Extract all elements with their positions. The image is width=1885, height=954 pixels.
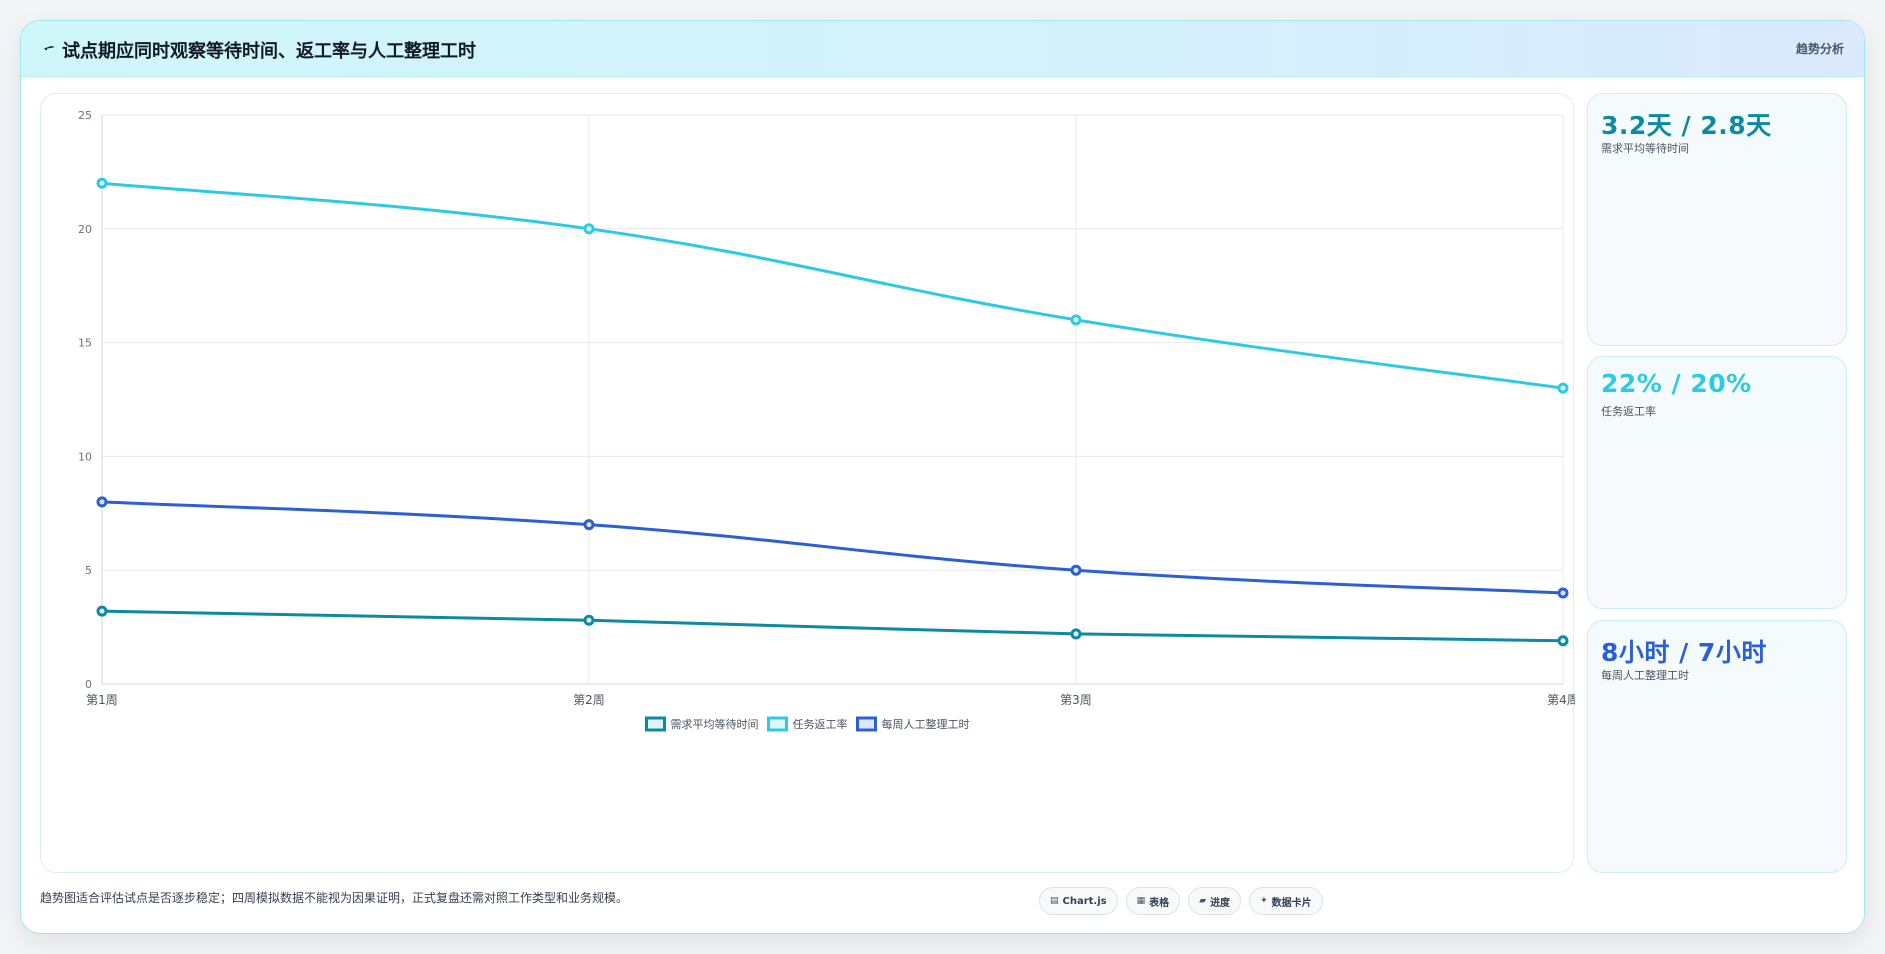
chip-label: 数据卡片 [1271, 897, 1312, 909]
legend-label: 需求平均等待时间 [671, 717, 759, 731]
data-point [96, 605, 108, 617]
data-point [96, 496, 108, 508]
progress-icon: ▰ [1199, 896, 1207, 906]
stat-label: 任务返工率 [1601, 405, 1656, 418]
chip-data-card[interactable]: ✦ 数据卡片 [1249, 887, 1323, 915]
series-line [101, 500, 1564, 595]
data-point [1070, 314, 1082, 326]
stat-value: 8小时 / 7小时 [1601, 638, 1767, 667]
footer-note: 趋势图适合评估试点是否逐步稳定；四周模拟数据不能视为因果证明，正式复盘还需对照工… [40, 891, 629, 905]
x-tick-label: 第2周 [573, 693, 605, 707]
y-tick-label: 15 [78, 337, 92, 350]
data-point [583, 519, 595, 531]
card-header: 试点期应同时观察等待时间、返工率与人工整理工时 趋势分析 [21, 21, 1864, 77]
legend-label: 任务返工率 [793, 717, 848, 731]
legend-swatch [856, 716, 877, 732]
chip-chartjs[interactable]: ▤ Chart.js [1039, 887, 1118, 915]
stat-label: 每周人工整理工时 [1601, 669, 1689, 682]
data-point [1070, 564, 1082, 576]
stat-card-manual-hours: 8小时 / 7小时 每周人工整理工时 [1587, 620, 1847, 873]
data-point [1557, 587, 1569, 599]
chip-label: Chart.js [1062, 895, 1107, 907]
series-line [101, 181, 1564, 390]
trend-card: 试点期应同时观察等待时间、返工率与人工整理工时 趋势分析 0 5 10 15 20 25 第… [20, 20, 1865, 934]
y-tick-label: 5 [85, 564, 92, 577]
card-icon: ✦ [1260, 896, 1268, 906]
data-point [583, 223, 595, 235]
chip-table[interactable]: ▦ 表格 [1125, 887, 1181, 915]
data-point [96, 177, 108, 189]
chip-label: 进度 [1210, 897, 1231, 909]
y-tick-label: 20 [78, 223, 92, 236]
series-line [101, 609, 1564, 643]
stat-value: 22% / 20% [1601, 369, 1752, 398]
y-tick-label: 10 [78, 450, 92, 463]
y-tick-label: 25 [78, 109, 92, 122]
line-chart: 0 5 10 15 20 25 第1周 第2周 第3周 第4周需求平均等待时间 任务返工率 每周人工整… [78, 109, 1575, 732]
chip-label: 表格 [1149, 897, 1170, 909]
stat-value: 3.2天 / 2.8天 [1601, 111, 1772, 140]
chip-progress[interactable]: ▰ 进度 [1188, 887, 1242, 915]
sparkle-icon [43, 46, 55, 51]
y-tick-label: 0 [85, 678, 92, 691]
data-point [1557, 635, 1569, 647]
chart-icon: ▤ [1050, 896, 1059, 906]
data-point [583, 614, 595, 626]
stat-card-rework-rate: 22% / 20% 任务返工率 [1587, 356, 1847, 609]
data-point [1070, 628, 1082, 640]
stat-card-wait-time: 3.2天 / 2.8天 需求平均等待时间 [1587, 93, 1847, 346]
table-icon: ▦ [1136, 896, 1146, 906]
stat-label: 需求平均等待时间 [1601, 142, 1689, 155]
page-title: 试点期应同时观察等待时间、返工率与人工整理工时 [62, 41, 476, 62]
trend-analysis-tag: 趋势分析 [1795, 42, 1844, 56]
data-point [1557, 382, 1569, 394]
x-tick-label: 第1周 [86, 693, 118, 707]
legend-swatch [767, 716, 788, 732]
x-tick-label: 第4周 [1547, 693, 1575, 707]
legend-label: 每周人工整理工时 [882, 717, 970, 731]
x-tick-label: 第3周 [1060, 693, 1092, 707]
chip-group: ▤ Chart.js ▦ 表格 ▰ 进度 ✦ 数据卡片 [1039, 887, 1323, 915]
legend-swatch [645, 716, 666, 732]
chart-panel: 0 5 10 15 20 25 第1周 第2周 第3周 第4周需求平均等待时间 任务返工率 每周人工整… [40, 93, 1575, 873]
